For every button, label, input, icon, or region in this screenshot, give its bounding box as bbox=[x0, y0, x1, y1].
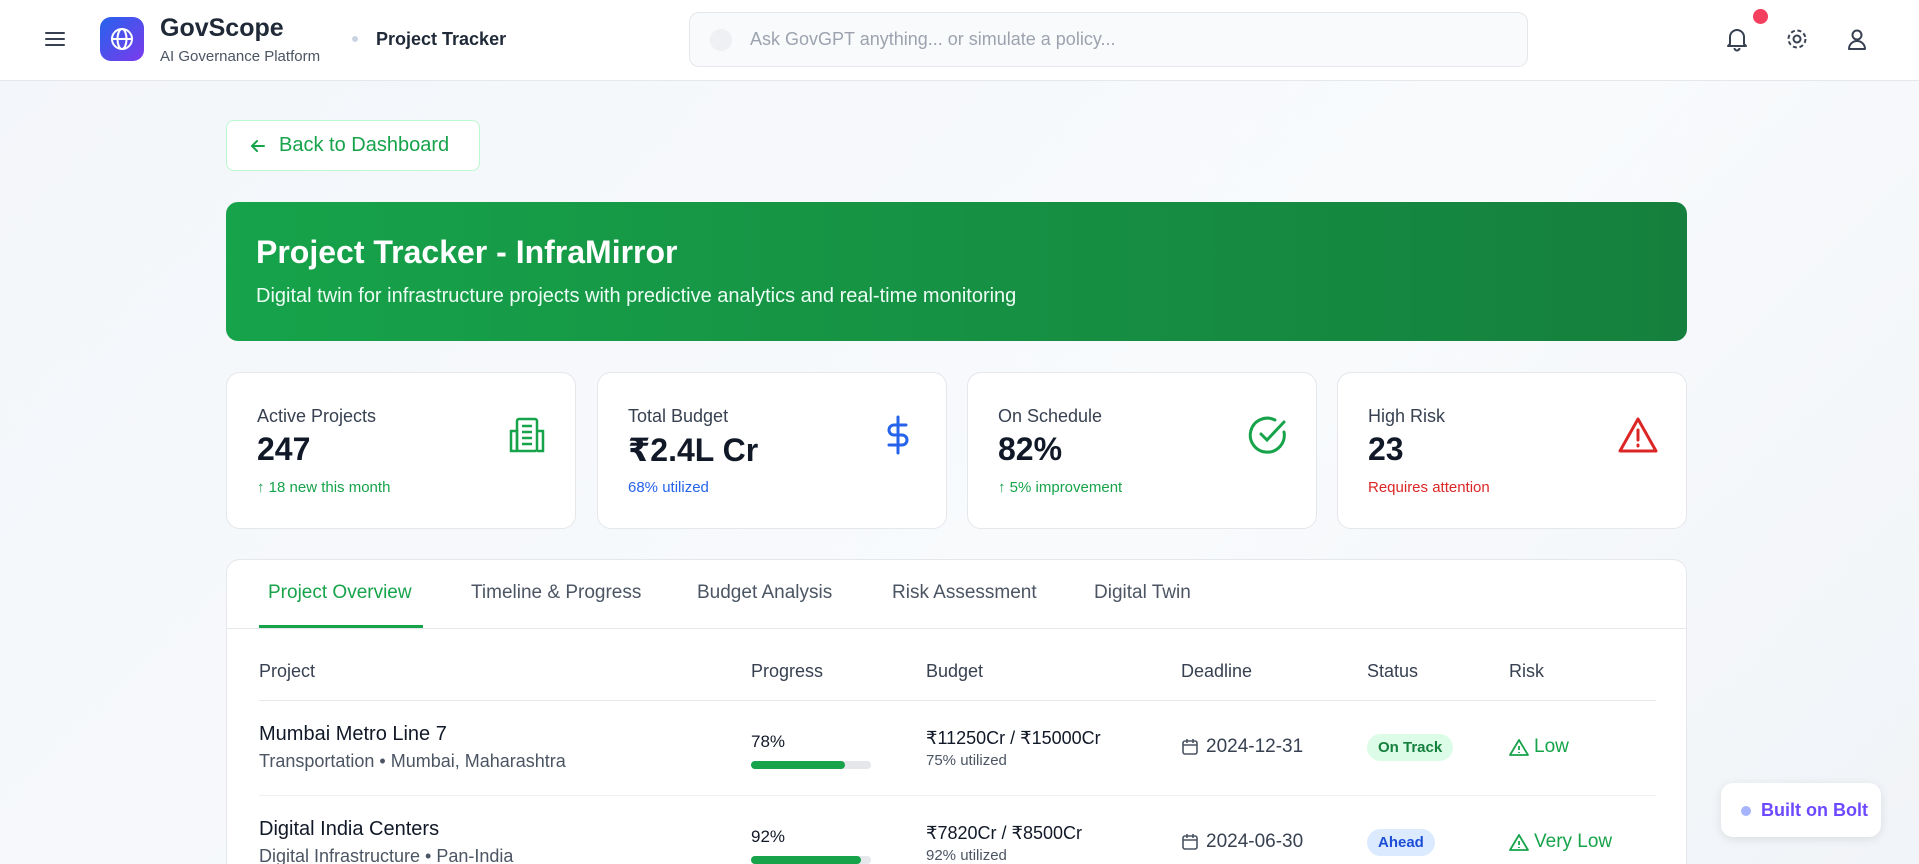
stat-note-text: 18 new this month bbox=[268, 479, 391, 496]
tab[interactable]: Digital Twin bbox=[1094, 582, 1191, 603]
stat-card: Total Budget ₹2.4L Cr 68% utilized bbox=[597, 372, 947, 529]
back-button[interactable]: Back to Dashboard bbox=[226, 120, 480, 171]
separator bbox=[352, 36, 358, 42]
tab[interactable]: Project Overview bbox=[268, 582, 412, 603]
stat-icon bbox=[887, 415, 909, 455]
notification-dot bbox=[1753, 9, 1768, 24]
stat-icon bbox=[509, 417, 545, 453]
bolt-badge[interactable]: Built on Bolt bbox=[1721, 783, 1881, 837]
progress-bar bbox=[751, 761, 845, 769]
progress-bar bbox=[751, 856, 862, 864]
stat-value: 23 bbox=[1368, 431, 1404, 467]
stat-label: High Risk bbox=[1368, 406, 1446, 426]
utilization: 92% utilized bbox=[926, 847, 1007, 864]
stat-note: Requires attention bbox=[1368, 479, 1490, 496]
tab[interactable]: Timeline & Progress bbox=[471, 582, 642, 603]
stat-card: On Schedule 82% ↑ 5% improvement bbox=[967, 372, 1317, 529]
banner: Project Tracker - InfraMirror Digital tw… bbox=[226, 202, 1687, 341]
budget: ₹7820Cr / ₹8500Cr bbox=[926, 823, 1082, 843]
column-header: Status bbox=[1367, 661, 1419, 681]
status-pill: On Track bbox=[1367, 734, 1454, 761]
stat-note: ↑ 5% improvement bbox=[998, 479, 1123, 496]
stat-label: Total Budget bbox=[628, 406, 729, 426]
banner-title: Project Tracker - InfraMirror bbox=[256, 234, 678, 270]
header-divider bbox=[259, 700, 1656, 701]
active-tab-indicator bbox=[259, 625, 423, 628]
search-placeholder: Ask GovGPT anything... or simulate a pol… bbox=[750, 29, 1116, 49]
progress-label: 78% bbox=[751, 732, 786, 751]
risk-icon bbox=[1509, 738, 1529, 761]
stat-icon bbox=[1248, 416, 1286, 454]
stat-note: 68% utilized bbox=[628, 479, 709, 496]
calendar-icon bbox=[1181, 738, 1199, 761]
column-header: Risk bbox=[1509, 661, 1544, 681]
column-header: Project bbox=[259, 661, 316, 681]
stat-value: 82% bbox=[998, 431, 1063, 467]
tabs-divider bbox=[227, 628, 1686, 629]
badge-label: Built on Bolt bbox=[1761, 800, 1868, 820]
stat-card: High Risk 23 Requires attention bbox=[1337, 372, 1687, 529]
risk-icon bbox=[1509, 833, 1529, 856]
top-bar: GovScope AI Governance Platform Project … bbox=[0, 0, 1919, 81]
progress-label: 92% bbox=[751, 827, 786, 846]
logo[interactable] bbox=[100, 17, 144, 61]
back-label: Back to Dashboard bbox=[279, 134, 450, 156]
search-box[interactable]: Ask GovGPT anything... or simulate a pol… bbox=[689, 12, 1528, 67]
stat-card: Active Projects 247 ↑ 18 new this month bbox=[226, 372, 576, 529]
banner-subtitle: Digital twin for infrastructure projects… bbox=[256, 285, 1017, 307]
deadline: 2024-06-30 bbox=[1206, 831, 1304, 852]
project-name: Mumbai Metro Line 7 bbox=[259, 723, 447, 745]
risk: Low bbox=[1534, 736, 1569, 757]
stat-note-text: 5% improvement bbox=[1009, 479, 1123, 496]
project-name: Digital India Centers bbox=[259, 818, 440, 840]
tabs-panel: Project Overview Timeline & Progress Budge… bbox=[226, 559, 1687, 864]
search-icon bbox=[710, 29, 732, 51]
column-header: Progress bbox=[751, 661, 824, 681]
stat-note: ↑ 18 new this month bbox=[257, 479, 391, 496]
stat-value: ₹2.4L Cr bbox=[628, 432, 759, 468]
column-header: Budget bbox=[926, 661, 984, 681]
column-header: Deadline bbox=[1181, 661, 1253, 681]
calendar-icon bbox=[1181, 833, 1199, 856]
badge-dot bbox=[1741, 806, 1751, 816]
breadcrumb: Project Tracker bbox=[376, 29, 507, 49]
profile[interactable] bbox=[1844, 26, 1870, 52]
notifications[interactable] bbox=[1724, 26, 1750, 52]
stat-label: Active Projects bbox=[257, 406, 377, 426]
budget: ₹11250Cr / ₹15000Cr bbox=[926, 728, 1101, 748]
row-divider bbox=[259, 795, 1656, 796]
utilization: 75% utilized bbox=[926, 752, 1007, 769]
risk: Very Low bbox=[1534, 831, 1613, 852]
app-name: GovScope bbox=[160, 14, 284, 42]
project-meta: Transportation • Mumbai, Maharashtra bbox=[259, 751, 566, 771]
status-pill: Ahead bbox=[1367, 829, 1435, 856]
stat-icon bbox=[1618, 417, 1658, 453]
stat-value: 247 bbox=[257, 431, 311, 467]
menu-button[interactable] bbox=[43, 27, 67, 51]
project-meta: Digital Infrastructure • Pan-India bbox=[259, 846, 514, 864]
settings[interactable] bbox=[1784, 26, 1810, 52]
deadline: 2024-12-31 bbox=[1206, 736, 1304, 757]
tab[interactable]: Budget Analysis bbox=[697, 582, 833, 603]
stat-label: On Schedule bbox=[998, 406, 1103, 426]
app-tagline: AI Governance Platform bbox=[160, 48, 321, 65]
tab[interactable]: Risk Assessment bbox=[892, 582, 1037, 603]
